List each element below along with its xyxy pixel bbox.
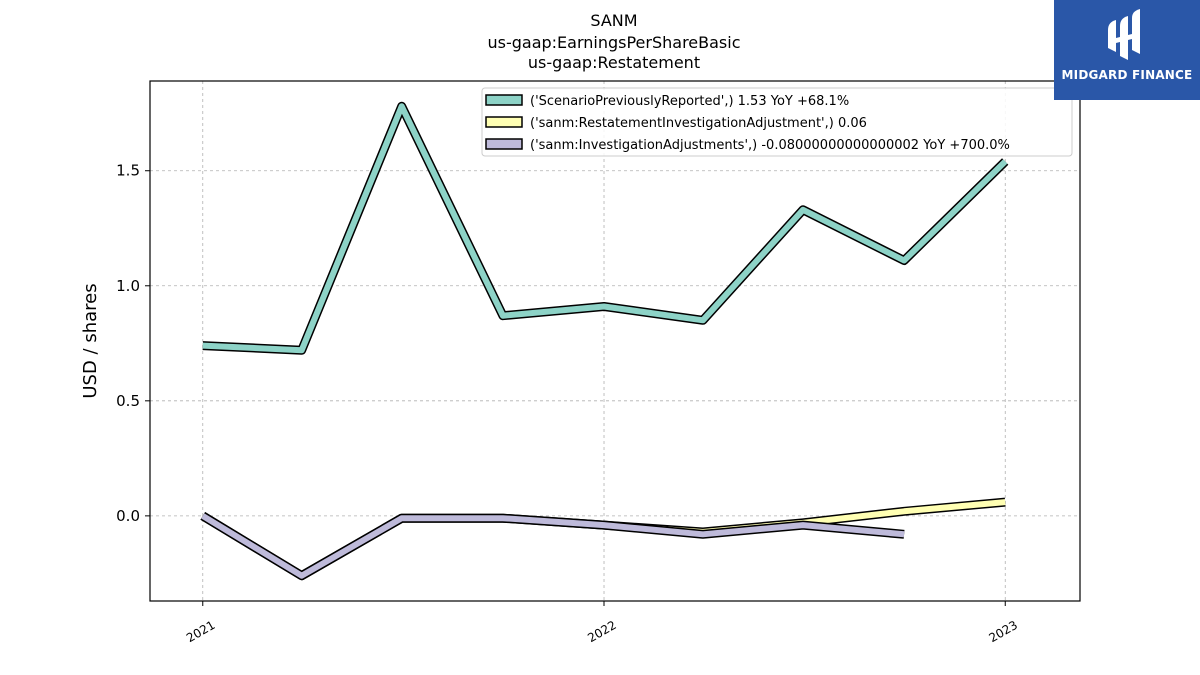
y-axis-ticks: 0.0 0.5 1.0 1.5 (116, 162, 150, 525)
chart-title: SANM us-gaap:EarningsPerShareBasic us-ga… (487, 11, 740, 72)
legend-swatch-2 (485, 116, 523, 128)
x-tick-label: 2021 (184, 618, 217, 645)
legend-swatch-1 (485, 94, 523, 106)
x-tick-label: 2023 (987, 618, 1020, 645)
series-layer (200, 101, 1009, 581)
series-1 (202, 101, 1009, 355)
grid-lines (150, 81, 1080, 601)
midgard-logo-icon (1108, 9, 1140, 60)
legend-label-3: ('sanm:InvestigationAdjustments',) -0.08… (530, 138, 1010, 153)
y-tick-label: 0.5 (116, 392, 140, 410)
chart-title-line-2: us-gaap:EarningsPerShareBasic (487, 33, 740, 52)
chart-title-line-1: SANM (590, 11, 637, 30)
logo-text: MIDGARD FINANCE (1061, 68, 1193, 82)
midgard-finance-logo: MIDGARD FINANCE (1054, 0, 1200, 100)
x-tick-label: 2022 (585, 618, 618, 645)
y-tick-label: 1.5 (116, 162, 140, 180)
x-axis-ticks: 2021 2022 2023 (184, 601, 1020, 645)
y-tick-label: 0.0 (116, 507, 140, 525)
plot-area-frame (149, 80, 1081, 602)
y-tick-label: 1.0 (116, 277, 140, 295)
legend: ('ScenarioPreviouslyReported',) 1.53 YoY… (481, 87, 1073, 157)
legend-swatch-3 (485, 138, 523, 150)
series-1-line (202, 103, 1008, 354)
legend-label-2: ('sanm:RestatementInvestigationAdjustmen… (530, 116, 867, 131)
chart-title-line-3: us-gaap:Restatement (528, 53, 700, 72)
series-3 (200, 512, 905, 581)
legend-label-1: ('ScenarioPreviouslyReported',) 1.53 YoY… (530, 94, 849, 109)
legend-frame (481, 87, 1073, 157)
series-3-line (201, 513, 905, 579)
y-axis-label: USD / shares (80, 283, 101, 398)
